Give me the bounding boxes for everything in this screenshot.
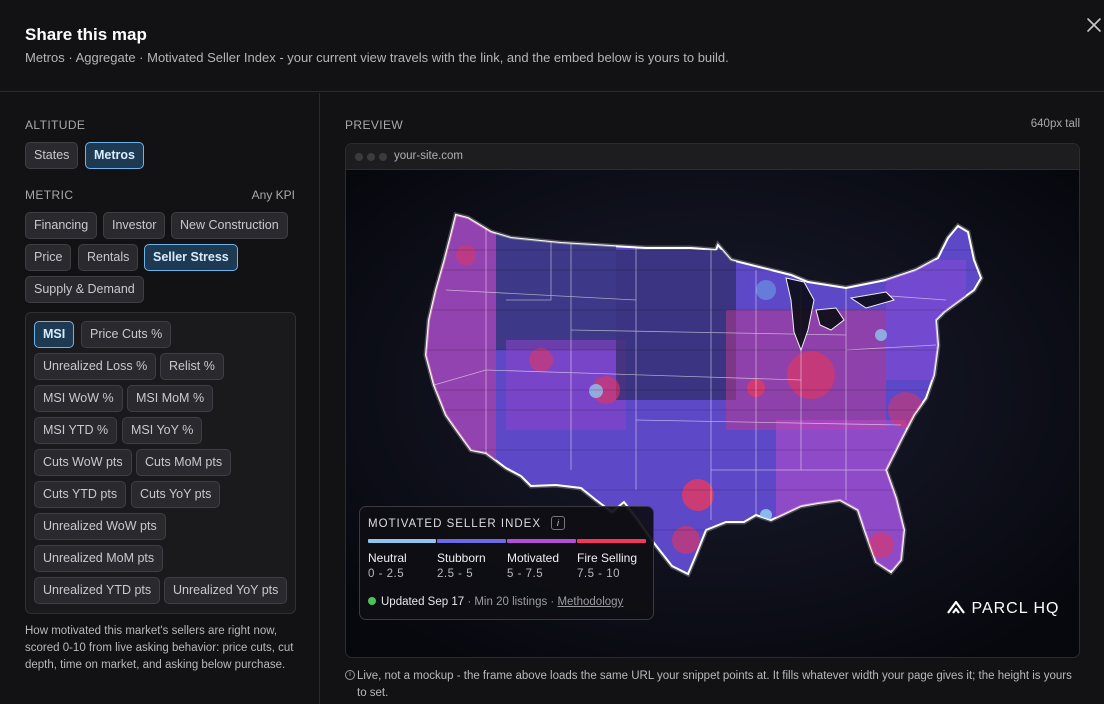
legend-bar-fire-selling (577, 539, 646, 543)
kpi-msi-chip[interactable]: MSI (34, 321, 75, 348)
modal-subtitle: Metros · Aggregate · Motivated Seller In… (25, 50, 729, 65)
parcl-logo-icon (947, 600, 965, 614)
methodology-link[interactable]: Methodology (557, 596, 624, 608)
kpi-msi-wow-chip[interactable]: MSI WoW % (34, 385, 123, 412)
preview-label: PREVIEW (345, 118, 404, 132)
legend-range-neutral: 0 - 2.5 (368, 568, 405, 580)
window-dot-icon (355, 153, 363, 161)
browser-bar: your-site.com (346, 144, 1079, 170)
brand-logo: PARCL HQ (946, 599, 1059, 618)
preview-url: your-site.com (394, 150, 464, 162)
metric-seller-stress-chip[interactable]: Seller Stress (144, 244, 238, 271)
metric-hint: Any KPI (251, 188, 295, 202)
kpi-msi-yoy-chip[interactable]: MSI YoY % (122, 417, 203, 444)
map-legend: MOTIVATED SELLER INDEX i Neutral Stubbor… (359, 506, 654, 620)
legend-title: MOTIVATED SELLER INDEX (368, 518, 542, 530)
modal-title: Share this map (25, 25, 147, 44)
metric-price-chip[interactable]: Price (25, 244, 72, 271)
updated-date: Updated Sep 17 (381, 596, 465, 608)
metric-financing-chip[interactable]: Financing (25, 212, 98, 239)
window-dot-icon (367, 153, 375, 161)
altitude-states-chip[interactable]: States (25, 142, 79, 169)
legend-footer: Updated Sep 17 · Min 20 listings · Metho… (368, 596, 623, 608)
metric-new-construction-chip[interactable]: New Construction (171, 212, 288, 239)
metric-supply-demand-chip[interactable]: Supply & Demand (25, 276, 144, 303)
kpi-msi-ytd-chip[interactable]: MSI YTD % (34, 417, 118, 444)
kpi-cuts-ytd-chip[interactable]: Cuts YTD pts (34, 481, 127, 508)
legend-category-stubborn: Stubborn (437, 551, 486, 565)
altitude-label: ALTITUDE (25, 118, 86, 132)
preview-panel: PREVIEW 640px tall your-site.com (321, 93, 1104, 704)
kpi-cuts-yoy-chip[interactable]: Cuts YoY pts (131, 481, 221, 508)
kpi-unrealized-loss-chip[interactable]: Unrealized Loss % (34, 353, 157, 380)
info-icon[interactable]: i (551, 516, 565, 530)
kpi-cuts-mom-chip[interactable]: Cuts MoM pts (136, 449, 232, 476)
legend-bar-neutral (368, 539, 436, 543)
metric-investor-chip[interactable]: Investor (103, 212, 166, 239)
metric-rentals-chip[interactable]: Rentals (78, 244, 139, 271)
modal-header: Share this map Metros · Aggregate · Moti… (0, 0, 1104, 92)
brand-name: PARCL HQ (971, 600, 1060, 617)
preview-height-note: 640px tall (1030, 118, 1080, 130)
legend-category-fire-selling: Fire Selling (577, 551, 638, 565)
kpi-msi-mom-chip[interactable]: MSI MoM % (127, 385, 214, 412)
kpi-price-cuts-chip[interactable]: Price Cuts % (81, 321, 172, 348)
preview-note-text: Live, not a mockup - the frame above loa… (357, 670, 1072, 699)
kpi-unrealized-wow-chip[interactable]: Unrealized WoW pts (34, 513, 166, 540)
metric-description: How motivated this market's sellers are … (25, 625, 294, 671)
legend-range-fire-selling: 7.5 - 10 (577, 568, 620, 580)
kpi-unrealized-mom-chip[interactable]: Unrealized MoM pts (34, 545, 164, 572)
legend-category-neutral: Neutral (368, 551, 407, 565)
status-dot-icon (368, 597, 376, 605)
legend-category-motivated: Motivated (507, 551, 560, 565)
window-dot-icon (379, 153, 387, 161)
legend-bar-motivated (507, 539, 576, 543)
altitude-metros-chip[interactable]: Metros (85, 142, 144, 169)
legend-range-motivated: 5 - 7.5 (507, 568, 544, 580)
min-listings: · Min 20 listings · (467, 596, 555, 608)
kpi-cuts-wow-chip[interactable]: Cuts WoW pts (34, 449, 132, 476)
preview-frame[interactable]: your-site.com (345, 143, 1080, 658)
kpi-unrealized-ytd-chip[interactable]: Unrealized YTD pts (34, 577, 161, 604)
legend-range-stubborn: 2.5 - 5 (437, 568, 474, 580)
info-circle-icon: i (345, 670, 355, 680)
close-icon[interactable] (1084, 15, 1104, 35)
kpi-relist-chip[interactable]: Relist % (160, 353, 224, 380)
settings-panel: ALTITUDE States Metros METRIC Any KPI Fi… (0, 93, 320, 704)
legend-bar-stubborn (437, 539, 506, 543)
metric-label: METRIC (25, 188, 74, 202)
kpi-unrealized-yoy-chip[interactable]: Unrealized YoY pts (164, 577, 288, 604)
